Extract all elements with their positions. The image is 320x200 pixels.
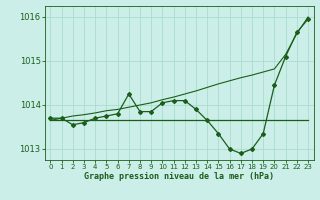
X-axis label: Graphe pression niveau de la mer (hPa): Graphe pression niveau de la mer (hPa) <box>84 172 274 181</box>
